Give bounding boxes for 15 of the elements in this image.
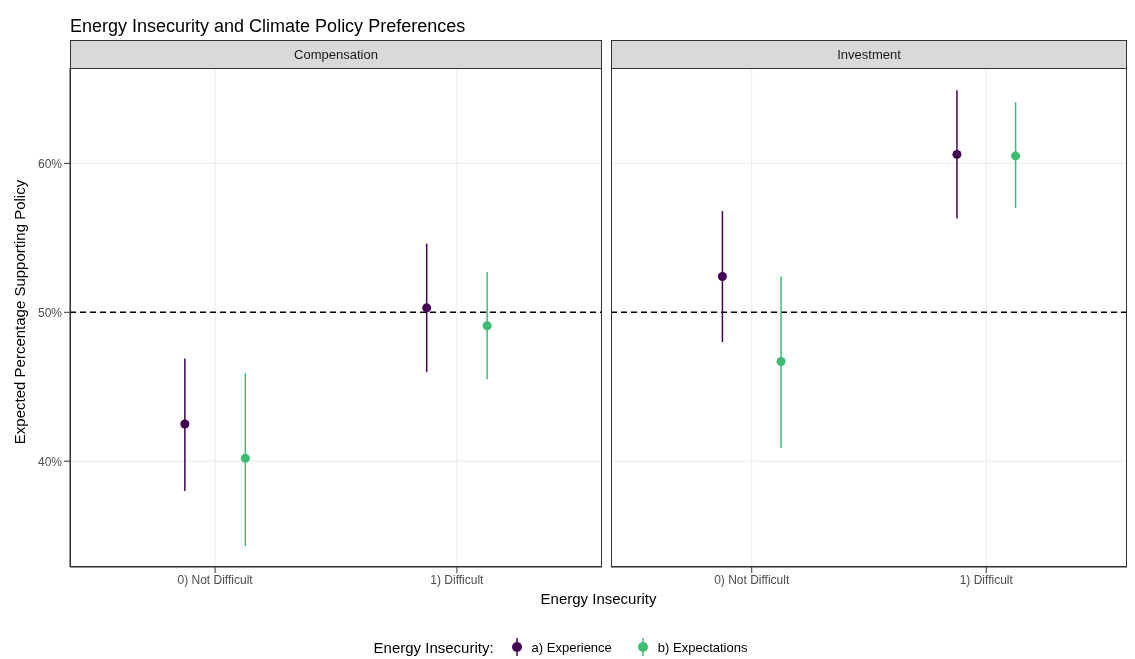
x-tick-label: 1) Difficult: [430, 572, 485, 587]
legend-label: a) Experience: [531, 639, 612, 655]
x-axis-title: Energy Insecurity: [539, 590, 658, 607]
y-axis-title: Expected Percentage Supporting Policy: [10, 179, 28, 445]
x-tick-label: 0) Not Difficult: [177, 572, 254, 587]
y-tick-label: 50%: [37, 305, 63, 320]
chart-subtitle: Compensation: [70, 40, 602, 68]
y-tick-label: 60%: [37, 156, 63, 171]
x-tick-label: 0) Not Difficult: [714, 572, 790, 587]
chart-subtitle: Investment: [611, 40, 1127, 68]
chart-title: Energy Insecurity and Climate Policy Preferences: [70, 16, 466, 37]
legend-title: Energy Insecurity:: [373, 638, 494, 656]
x-tick-label: 1) Difficult: [959, 572, 1014, 587]
y-tick-label: 40%: [37, 454, 63, 469]
legend-label: b) Expectations: [657, 639, 748, 655]
